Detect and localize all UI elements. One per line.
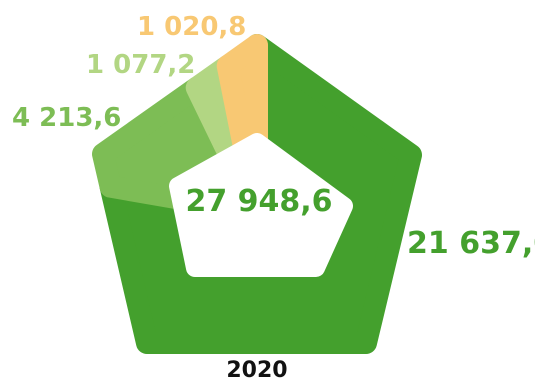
- total-value-label: 27 948,6: [185, 184, 332, 219]
- slice-value-label-2: 4 213,6: [12, 103, 121, 133]
- slice-value-label-1: 21 637,0: [407, 226, 535, 261]
- slice-value-label-4: 1 020,8: [137, 12, 246, 42]
- slice-value-label-3: 1 077,2: [86, 50, 195, 80]
- donut-hole: [169, 133, 353, 277]
- year-label: 2020: [226, 358, 287, 381]
